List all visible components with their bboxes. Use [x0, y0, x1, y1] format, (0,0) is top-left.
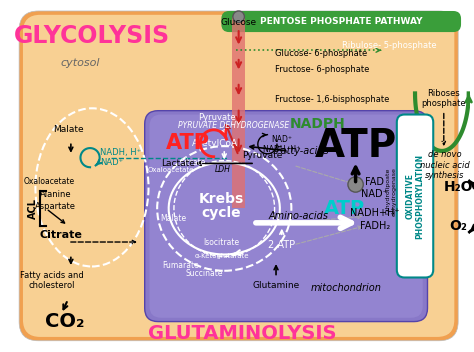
- Text: NAD⁺: NAD⁺: [361, 189, 388, 199]
- Text: GLYCOLYSIS: GLYCOLYSIS: [14, 24, 170, 48]
- Text: α-Ketoglutarate: α-Ketoglutarate: [194, 253, 249, 259]
- Text: FADH₂: FADH₂: [360, 221, 390, 231]
- Text: Lactate: Lactate: [161, 159, 195, 168]
- FancyBboxPatch shape: [397, 114, 433, 277]
- Text: GLUTAMINOLYSIS: GLUTAMINOLYSIS: [148, 323, 337, 342]
- Text: PYRUVATE DEHYDROGENASE: PYRUVATE DEHYDROGENASE: [178, 121, 290, 130]
- FancyBboxPatch shape: [23, 15, 455, 337]
- Text: Fumarate: Fumarate: [162, 262, 199, 270]
- Text: Dihydrolipoate
dehydrogenase: Dihydrolipoate dehydrogenase: [386, 167, 396, 216]
- Text: Citrate: Citrate: [180, 158, 206, 167]
- Text: Glutamine: Glutamine: [252, 281, 300, 290]
- Text: Isocitrate: Isocitrate: [203, 238, 239, 246]
- Bar: [232, 17, 246, 208]
- Text: Fatty acids and
cholesterol: Fatty acids and cholesterol: [20, 271, 83, 290]
- Text: ACL: ACL: [27, 198, 37, 219]
- Text: ATP: ATP: [314, 127, 397, 165]
- Text: CO₂: CO₂: [46, 312, 85, 331]
- Text: Glucose- 6-phosphate: Glucose- 6-phosphate: [275, 49, 367, 58]
- Circle shape: [348, 177, 363, 192]
- Text: Malate: Malate: [160, 214, 186, 222]
- Text: NADPH: NADPH: [289, 117, 345, 131]
- Text: Fructose- 6-phosphate: Fructose- 6-phosphate: [275, 65, 369, 74]
- Text: OXIDATIVE
PHOSPHORYLATION: OXIDATIVE PHOSPHORYLATION: [405, 153, 425, 239]
- Text: NAD⁺: NAD⁺: [100, 158, 123, 167]
- Text: Riboses
phosphate: Riboses phosphate: [421, 88, 466, 108]
- Text: AcetylCoA: AcetylCoA: [191, 139, 238, 148]
- FancyBboxPatch shape: [145, 111, 428, 322]
- Text: Malate: Malate: [53, 125, 83, 134]
- Text: Glucose: Glucose: [220, 18, 257, 27]
- Text: Amino-acids: Amino-acids: [268, 211, 328, 221]
- Text: Alanine: Alanine: [40, 190, 72, 199]
- Text: Oxaloacetate: Oxaloacetate: [23, 177, 74, 186]
- Text: cytosol: cytosol: [61, 58, 100, 68]
- Text: ATP: ATP: [166, 133, 210, 153]
- Text: O₂: O₂: [449, 219, 467, 233]
- Text: cycle: cycle: [201, 206, 241, 220]
- Text: Citrate: Citrate: [40, 230, 83, 240]
- Text: NAD⁺: NAD⁺: [271, 135, 292, 144]
- Text: Pyruvate: Pyruvate: [242, 151, 283, 160]
- Text: H₂O: H₂O: [443, 180, 473, 194]
- Text: Pyruvate: Pyruvate: [198, 113, 236, 122]
- FancyBboxPatch shape: [149, 114, 423, 318]
- Text: mitochondrion: mitochondrion: [310, 283, 382, 293]
- Text: NADH+H⁺: NADH+H⁺: [350, 208, 400, 218]
- Text: NADH, H⁺: NADH, H⁺: [100, 148, 141, 157]
- Text: Aspartate: Aspartate: [35, 202, 76, 211]
- Text: FAD: FAD: [365, 177, 384, 187]
- Text: Oxaloacetate: Oxaloacetate: [147, 167, 194, 173]
- Text: Ribulose- 5-phosphate: Ribulose- 5-phosphate: [342, 41, 437, 50]
- Text: ATP: ATP: [324, 199, 365, 218]
- Circle shape: [233, 11, 245, 23]
- Text: LDH: LDH: [214, 165, 230, 174]
- Text: Krebs: Krebs: [199, 192, 244, 206]
- FancyBboxPatch shape: [19, 11, 458, 341]
- Text: 2 ATP: 2 ATP: [268, 240, 295, 250]
- Text: NADH, H⁺: NADH, H⁺: [263, 145, 301, 153]
- Text: Fructose- 1,6-bisphosphate: Fructose- 1,6-bisphosphate: [275, 95, 390, 104]
- Text: de novo
nucleic acid
synthesis: de novo nucleic acid synthesis: [420, 150, 470, 180]
- Text: Fatty-acids: Fatty-acids: [276, 146, 330, 156]
- Text: Succinate: Succinate: [185, 269, 223, 278]
- FancyBboxPatch shape: [221, 11, 461, 32]
- Text: PENTOSE PHOSPHATE PATHWAY: PENTOSE PHOSPHATE PATHWAY: [260, 17, 422, 26]
